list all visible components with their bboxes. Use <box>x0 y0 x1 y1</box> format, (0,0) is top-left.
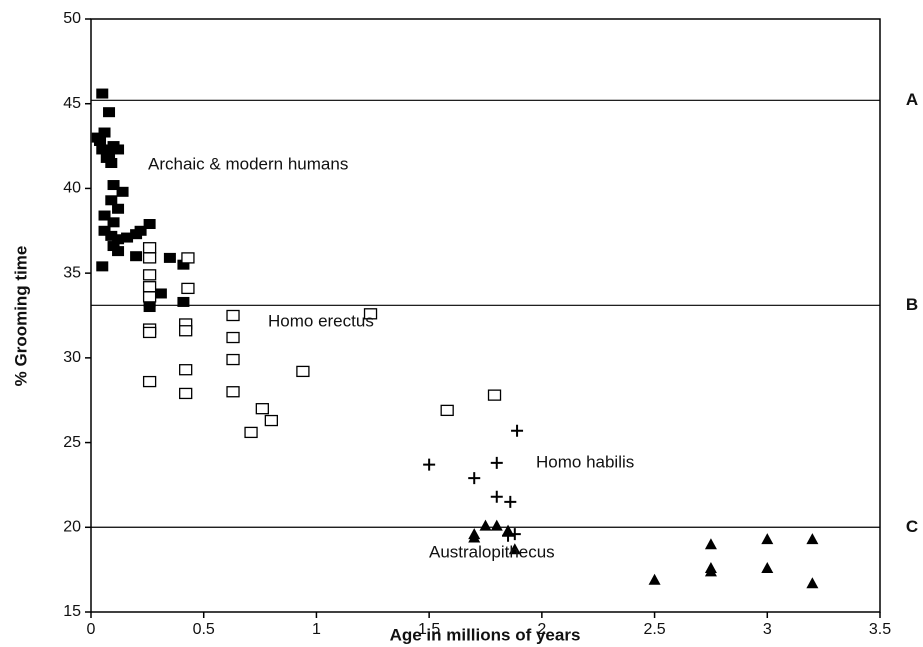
point <box>103 149 116 160</box>
point <box>143 219 156 230</box>
point <box>98 225 111 236</box>
point <box>502 524 515 536</box>
point <box>177 259 190 270</box>
reference-label: A <box>906 90 918 109</box>
point <box>96 88 109 99</box>
point <box>177 296 190 307</box>
point <box>105 230 118 241</box>
point <box>98 210 111 221</box>
y-tick-label: 15 <box>63 603 81 620</box>
point <box>142 291 157 303</box>
x-tick-label: 3 <box>763 621 772 638</box>
point <box>490 456 503 469</box>
point <box>264 414 278 427</box>
point <box>98 127 111 138</box>
point <box>130 251 143 262</box>
point <box>468 531 481 543</box>
point <box>142 326 157 339</box>
y-axis-label: % Grooming time <box>11 246 30 387</box>
y-tick-label: 35 <box>63 264 81 281</box>
point <box>107 217 120 228</box>
point <box>143 302 156 313</box>
point <box>226 309 240 322</box>
point <box>423 458 436 471</box>
point <box>142 242 157 254</box>
series-label: Homo habilis <box>536 452 634 471</box>
point <box>181 282 195 295</box>
x-tick-label: 1 <box>312 621 321 638</box>
point <box>244 426 258 439</box>
point <box>806 577 819 589</box>
point <box>116 186 129 197</box>
point <box>96 144 109 155</box>
y-tick-label: 25 <box>63 434 81 451</box>
point <box>806 533 819 545</box>
point <box>490 490 503 503</box>
point <box>468 472 481 485</box>
point <box>761 533 774 545</box>
x-tick-label: 1.5 <box>418 621 440 638</box>
point <box>363 308 378 320</box>
point <box>226 353 240 366</box>
y-tick-label: 50 <box>63 10 81 27</box>
point <box>761 561 774 573</box>
series-label: Australopithecus <box>429 542 555 561</box>
point <box>490 519 503 531</box>
point <box>504 495 517 508</box>
y-tick-label: 40 <box>63 180 81 197</box>
point <box>440 404 454 417</box>
point <box>112 144 125 155</box>
point <box>112 203 125 214</box>
point <box>94 135 107 146</box>
y-tick-label: 45 <box>63 95 81 112</box>
reference-label: B <box>906 295 918 314</box>
y-tick-label: 20 <box>63 519 81 536</box>
point <box>296 365 310 378</box>
point <box>179 364 193 376</box>
point <box>704 538 717 550</box>
point <box>96 261 109 272</box>
x-axis-label: Age in millions of years <box>390 625 581 644</box>
reference-label: C <box>906 517 918 536</box>
point <box>226 386 240 398</box>
point <box>163 252 176 263</box>
series-label: Homo erectus <box>268 311 374 330</box>
point <box>112 246 125 257</box>
point <box>704 565 717 577</box>
x-tick-label: 0 <box>87 621 96 638</box>
point <box>105 195 118 206</box>
point <box>105 158 118 169</box>
point <box>508 543 521 555</box>
point <box>487 389 502 401</box>
series-label: Archaic & modern humans <box>148 154 348 173</box>
point <box>103 107 116 118</box>
point <box>226 331 240 344</box>
point <box>179 325 193 337</box>
point <box>142 375 157 388</box>
point <box>479 519 492 531</box>
point <box>142 252 157 264</box>
point <box>107 241 120 252</box>
point <box>134 225 147 236</box>
point <box>648 573 661 585</box>
point <box>121 232 134 243</box>
point <box>154 288 167 299</box>
x-tick-label: 0.5 <box>193 621 215 638</box>
point <box>142 269 157 281</box>
point <box>107 180 120 191</box>
x-tick-label: 2 <box>537 621 546 638</box>
point <box>112 234 125 245</box>
point <box>255 403 269 415</box>
plot-frame <box>90 18 881 613</box>
y-tick-label: 30 <box>63 349 81 366</box>
point <box>142 281 157 293</box>
x-tick-label: 3.5 <box>869 621 891 638</box>
x-tick-label: 2.5 <box>643 621 665 638</box>
point <box>179 387 193 400</box>
point <box>181 252 195 264</box>
point <box>511 424 524 437</box>
